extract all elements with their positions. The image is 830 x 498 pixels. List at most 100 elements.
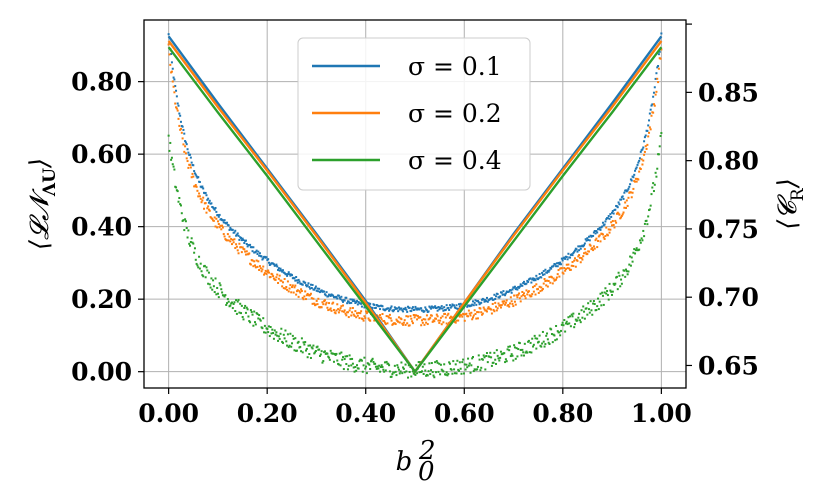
scatter-point bbox=[229, 304, 232, 307]
scatter-point bbox=[346, 311, 349, 314]
scatter-point bbox=[448, 362, 451, 365]
scatter-point bbox=[641, 239, 644, 242]
scatter-point bbox=[303, 295, 306, 298]
scatter-point bbox=[400, 361, 403, 364]
scatter-point bbox=[629, 183, 632, 186]
scatter-point bbox=[582, 305, 585, 308]
scatter-point bbox=[468, 312, 471, 315]
scatter-point bbox=[505, 360, 508, 363]
scatter-point bbox=[584, 238, 587, 241]
scatter-point bbox=[277, 335, 280, 338]
scatter-point bbox=[357, 367, 360, 370]
scatter-point bbox=[260, 255, 263, 258]
scatter-point bbox=[657, 64, 660, 67]
scatter-point bbox=[587, 302, 590, 305]
scatter-point bbox=[634, 169, 637, 172]
scatter-point bbox=[567, 263, 570, 266]
scatter-point bbox=[186, 148, 189, 151]
scatter-point bbox=[643, 150, 646, 153]
scatter-point bbox=[391, 373, 394, 376]
scatter-point bbox=[592, 249, 595, 252]
scatter-point bbox=[328, 308, 331, 311]
scatter-point bbox=[316, 303, 319, 306]
scatter-point bbox=[264, 331, 267, 334]
scatter-point bbox=[490, 297, 493, 300]
scatter-point bbox=[471, 300, 474, 303]
scatter-point bbox=[629, 255, 632, 258]
scatter-point bbox=[617, 271, 620, 274]
scatter-point bbox=[419, 361, 422, 364]
scatter-point bbox=[339, 298, 342, 301]
scatter-point bbox=[458, 361, 461, 364]
scatter-point bbox=[286, 344, 289, 347]
scatter-point bbox=[343, 299, 346, 302]
scatter-point bbox=[315, 289, 318, 292]
scatter-point bbox=[589, 300, 592, 303]
scatter-point bbox=[364, 317, 367, 320]
scatter-point bbox=[306, 284, 309, 287]
scatter-point bbox=[226, 302, 229, 305]
scatter-point bbox=[547, 279, 550, 282]
scatter-point bbox=[579, 261, 582, 264]
scatter-point bbox=[631, 191, 634, 194]
scatter-point bbox=[240, 236, 243, 239]
scatter-point bbox=[442, 370, 445, 373]
scatter-point bbox=[168, 149, 171, 152]
scatter-point bbox=[182, 219, 185, 222]
scatter-point bbox=[526, 351, 529, 354]
scatter-point bbox=[232, 302, 235, 305]
scatter-point bbox=[587, 308, 590, 311]
scatter-point bbox=[281, 281, 284, 284]
scatter-point bbox=[658, 50, 661, 53]
scatter-point bbox=[499, 306, 502, 309]
scatter-point bbox=[420, 319, 423, 322]
scatter-point bbox=[411, 320, 414, 323]
scatter-point bbox=[621, 213, 624, 216]
scatter-point bbox=[378, 316, 381, 319]
scatter-point bbox=[448, 316, 451, 319]
scatter-point bbox=[366, 310, 369, 313]
scatter-point bbox=[291, 274, 294, 277]
scatter-point bbox=[189, 163, 192, 166]
scatter-point bbox=[167, 33, 170, 36]
scatter-point bbox=[441, 307, 444, 310]
scatter-point bbox=[368, 363, 371, 366]
scatter-point bbox=[573, 326, 576, 329]
scatter-point bbox=[212, 207, 215, 210]
scatter-point bbox=[289, 284, 292, 287]
scatter-point bbox=[259, 319, 262, 322]
scatter-point bbox=[313, 288, 316, 291]
scatter-point bbox=[221, 224, 224, 227]
scatter-point bbox=[401, 322, 404, 325]
scatter-point bbox=[604, 235, 607, 238]
scatter-point bbox=[244, 304, 247, 307]
scatter-point bbox=[353, 370, 356, 373]
scatter-point bbox=[424, 318, 427, 321]
scatter-point bbox=[288, 273, 291, 276]
scatter-point bbox=[586, 253, 589, 256]
scatter-point bbox=[258, 265, 261, 268]
scatter-point bbox=[522, 294, 525, 297]
scatter-point bbox=[385, 360, 388, 363]
scatter-point bbox=[573, 249, 576, 252]
y-right-tick-label: 0.65 bbox=[698, 351, 759, 380]
scatter-point bbox=[175, 186, 178, 189]
scatter-point bbox=[624, 201, 627, 204]
scatter-point bbox=[398, 308, 401, 311]
scatter-point bbox=[638, 159, 641, 162]
scatter-point bbox=[198, 192, 201, 195]
scatter-point bbox=[551, 282, 554, 285]
scatter-point bbox=[657, 53, 660, 56]
scatter-point bbox=[241, 316, 244, 319]
y-right-tick-label: 0.75 bbox=[698, 215, 759, 244]
scatter-point bbox=[629, 191, 632, 194]
scatter-point bbox=[280, 327, 283, 330]
scatter-point bbox=[295, 279, 298, 282]
scatter-point bbox=[365, 312, 368, 315]
scatter-point bbox=[637, 161, 640, 164]
scatter-point bbox=[652, 91, 655, 94]
scatter-point bbox=[507, 345, 510, 348]
scatter-point bbox=[447, 372, 450, 375]
x-tick-label: 0.80 bbox=[532, 399, 593, 428]
scatter-point bbox=[596, 246, 599, 249]
